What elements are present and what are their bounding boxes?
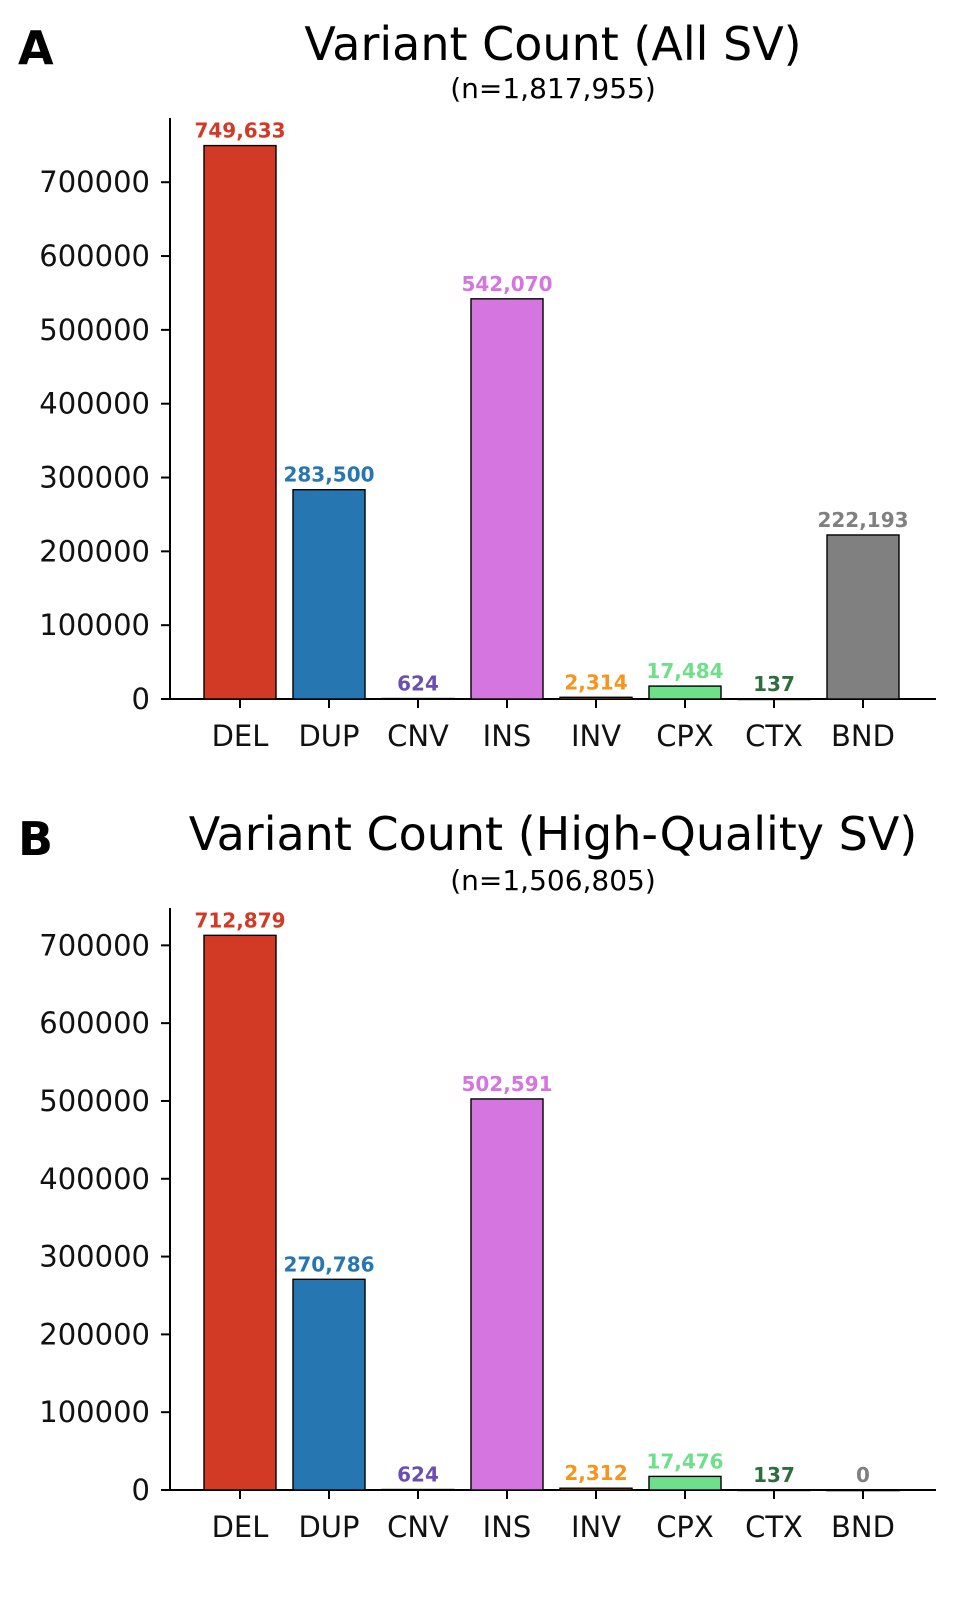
value-label-cnv: 624 <box>397 672 439 696</box>
x-tick-label-bnd: BND <box>831 1510 895 1544</box>
bar-inv <box>559 696 633 700</box>
x-tick-label-bnd: BND <box>831 719 895 753</box>
value-label-del: 749,633 <box>194 119 285 143</box>
panel-label: A <box>18 21 54 75</box>
x-tick-label-del: DEL <box>212 1510 269 1544</box>
x-tick-label-ins: INS <box>483 1510 532 1544</box>
x-tick-label-cpx: CPX <box>656 719 714 753</box>
bar-ins <box>470 1098 544 1491</box>
y-tick-label: 0 <box>132 682 150 716</box>
bar-bnd <box>826 534 900 700</box>
y-tick-label: 500000 <box>39 1084 150 1118</box>
x-tick-label-inv: INV <box>571 719 621 753</box>
y-tick-label: 100000 <box>39 608 150 642</box>
value-label-bnd: 0 <box>856 1463 870 1487</box>
x-tick-label-cnv: CNV <box>387 719 449 753</box>
y-tick-label: 600000 <box>39 1006 150 1040</box>
chart-panel-b: B Variant Count (High-Quality SV)(n=1,506… <box>18 807 936 1544</box>
x-tick-label-ins: INS <box>483 719 532 753</box>
value-label-del: 712,879 <box>194 908 285 932</box>
y-tick-label: 400000 <box>39 1162 150 1196</box>
y-tick-label: 100000 <box>39 1395 150 1429</box>
bar-inv <box>559 1487 633 1491</box>
x-tick-label-dup: DUP <box>298 1510 359 1544</box>
value-label-ins: 502,591 <box>461 1072 552 1096</box>
chart-subtitle: (n=1,817,955) <box>450 72 656 105</box>
y-tick-label: 200000 <box>39 1317 150 1351</box>
y-tick-label: 300000 <box>39 1240 150 1274</box>
x-tick-label-ctx: CTX <box>745 1510 803 1544</box>
y-tick-label: 200000 <box>39 534 150 568</box>
y-tick-label: 700000 <box>39 928 150 962</box>
y-tick-label: 400000 <box>39 387 150 421</box>
chart-title: Variant Count (High-Quality SV) <box>189 807 918 861</box>
value-label-ctx: 137 <box>753 672 795 696</box>
x-tick-label-cpx: CPX <box>656 1510 714 1544</box>
y-tick-label: 300000 <box>39 461 150 495</box>
y-tick-label: 600000 <box>39 239 150 273</box>
x-tick-label-del: DEL <box>212 719 269 753</box>
value-label-inv: 2,314 <box>564 670 627 694</box>
y-tick-label: 700000 <box>39 165 150 199</box>
bar-dup <box>292 489 366 700</box>
x-tick-label-cnv: CNV <box>387 1510 449 1544</box>
bar-cpx <box>648 1475 722 1491</box>
bar-cpx <box>648 685 722 700</box>
value-label-cnv: 624 <box>397 1463 439 1487</box>
bar-ins <box>470 298 544 700</box>
chart-panel-a: A Variant Count (All SV)(n=1,817,955) 0 100… <box>18 17 936 753</box>
y-tick-label: 0 <box>132 1473 150 1507</box>
value-label-cpx: 17,476 <box>646 1449 723 1473</box>
value-label-inv: 2,312 <box>564 1461 627 1485</box>
value-label-ctx: 137 <box>753 1463 795 1487</box>
bar-del <box>203 144 277 700</box>
value-label-ins: 542,070 <box>461 272 552 296</box>
chart-subtitle: (n=1,506,805) <box>450 864 656 897</box>
value-label-cpx: 17,484 <box>646 659 723 683</box>
value-label-dup: 270,786 <box>283 1252 374 1276</box>
bar-del <box>203 934 277 1491</box>
value-label-bnd: 222,193 <box>817 508 908 532</box>
x-tick-label-inv: INV <box>571 1510 621 1544</box>
bar-dup <box>292 1278 366 1491</box>
x-tick-label-ctx: CTX <box>745 719 803 753</box>
x-tick-label-dup: DUP <box>298 719 359 753</box>
value-label-dup: 283,500 <box>283 463 374 487</box>
chart-title: Variant Count (All SV) <box>304 17 801 71</box>
y-tick-label: 500000 <box>39 313 150 347</box>
panel-label: B <box>18 812 53 866</box>
